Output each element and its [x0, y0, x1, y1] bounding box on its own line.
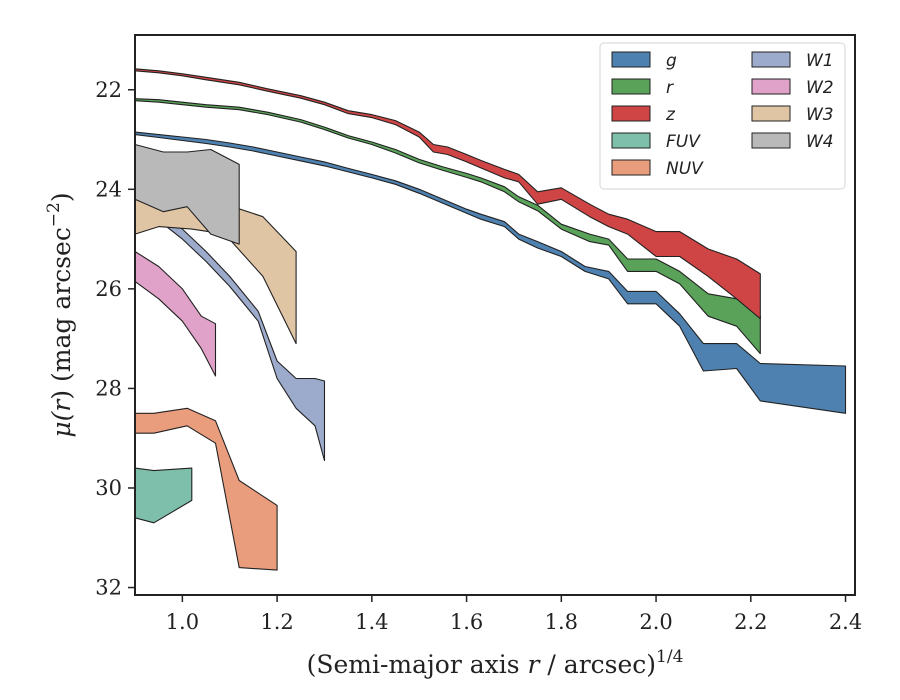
- legend-swatch-W4: [751, 132, 791, 149]
- band-W1: [134, 193, 326, 462]
- x-axis-label: (Semi-major axis r / arcsec)1/4: [307, 647, 684, 679]
- legend-swatch-W1: [751, 51, 791, 68]
- y-tick-label: 32: [95, 576, 122, 600]
- x-tick-label: 1.6: [450, 610, 483, 634]
- legend-swatch-W3: [751, 105, 791, 122]
- legend-label-z: z: [665, 105, 676, 125]
- band-W2: [134, 250, 217, 377]
- legend-swatch-r: [611, 78, 651, 95]
- y-tick-label: 26: [95, 277, 122, 301]
- y-axis-ticks: 22 24 26 28 30 32: [95, 78, 135, 600]
- legend-label-FUV: FUV: [666, 132, 701, 152]
- band-g: [134, 131, 847, 414]
- y-axis-label: μ(r) (mag arcsec−2): [44, 192, 76, 437]
- y-tick-label: 30: [95, 476, 122, 500]
- legend-label-r: r: [666, 78, 674, 98]
- band-W4: [134, 143, 240, 245]
- legend-swatch-W2: [751, 78, 791, 95]
- legend: grz FUV NUV W1 W2 W3 W4: [599, 42, 846, 190]
- band-layer: [134, 68, 847, 571]
- x-tick-label: 2.2: [734, 610, 767, 634]
- y-tick-label: 24: [95, 177, 122, 201]
- legend-swatch-FUV: [611, 132, 651, 149]
- plot-frame: [134, 34, 856, 596]
- x-tick-label: 2.0: [639, 610, 672, 634]
- legend-label-g: g: [666, 51, 677, 71]
- x-tick-label: 1.8: [545, 610, 578, 634]
- legend-label-W1: W1: [806, 51, 834, 71]
- x-tick-label: 1.4: [355, 610, 388, 634]
- legend-label-NUV: NUV: [666, 159, 704, 179]
- legend-label-W3: W3: [806, 105, 834, 125]
- legend-swatch-g: [611, 51, 651, 68]
- x-tick-label: 1.2: [260, 610, 293, 634]
- legend-label-W2: W2: [806, 78, 834, 98]
- legend-swatch-NUV: [611, 159, 651, 176]
- y-tick-label: 28: [95, 376, 122, 400]
- band-z: [134, 68, 761, 320]
- band-FUV: [134, 467, 193, 524]
- x-axis-ticks: 1.0 1.2 1.4 1.6 1.8 2.0 2.2 2.4: [166, 595, 862, 634]
- legend-label-W4: W4: [806, 132, 834, 152]
- x-tick-label: 1.0: [166, 610, 199, 634]
- y-tick-label: 22: [95, 78, 122, 102]
- band-NUV: [134, 407, 278, 571]
- band-r: [134, 98, 761, 355]
- legend-swatch-z: [611, 105, 651, 122]
- x-tick-label: 2.4: [829, 610, 862, 634]
